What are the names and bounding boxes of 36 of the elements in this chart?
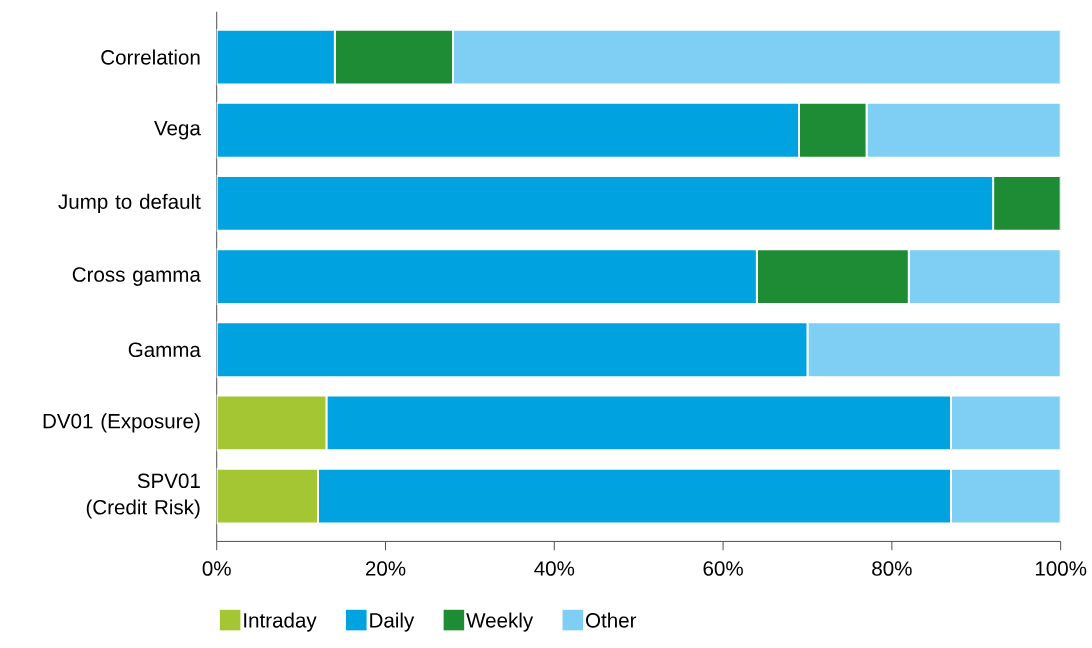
- bar: [806, 321, 1061, 379]
- bar: [216, 174, 995, 232]
- legend-label: Daily: [370, 612, 415, 632]
- x-tick-label: 0%: [202, 561, 231, 576]
- bar: [992, 174, 1061, 232]
- y-tick-label: Vega: [154, 121, 201, 140]
- y-tick-label: Gamma: [128, 342, 201, 357]
- y-tick-label: SPV01 (Credit Risk): [86, 473, 200, 519]
- bar: [949, 467, 1061, 525]
- bar: [216, 467, 319, 525]
- legend-label: Intraday: [244, 612, 317, 632]
- bar: [907, 248, 1061, 305]
- bar: [452, 28, 1061, 86]
- x-tick-label: 80%: [872, 561, 912, 576]
- bar: [216, 248, 758, 305]
- bar: [216, 28, 336, 86]
- bar: [216, 101, 801, 159]
- bar: [216, 321, 809, 379]
- x-tick-label: 20%: [365, 561, 406, 576]
- x-tick-label: 40%: [534, 561, 575, 576]
- y-tick-label: Cross gamma: [72, 267, 201, 286]
- bar: [317, 467, 952, 525]
- y-tick-label: Correlation: [101, 49, 200, 65]
- bar: [216, 394, 328, 452]
- bar: [333, 28, 454, 86]
- legend-label: Weekly: [466, 612, 534, 632]
- y-tick-label: Jump to default: [58, 193, 201, 213]
- bar: [865, 101, 1061, 159]
- bar: [755, 248, 910, 305]
- x-tick-label: 100%: [1035, 561, 1087, 576]
- bar: [325, 394, 952, 452]
- legend-label: Other: [586, 612, 637, 628]
- bar: [949, 394, 1061, 452]
- bar: [798, 101, 868, 159]
- y-tick-label: DV01 (Exposure): [43, 413, 200, 433]
- x-tick-label: 60%: [703, 561, 743, 576]
